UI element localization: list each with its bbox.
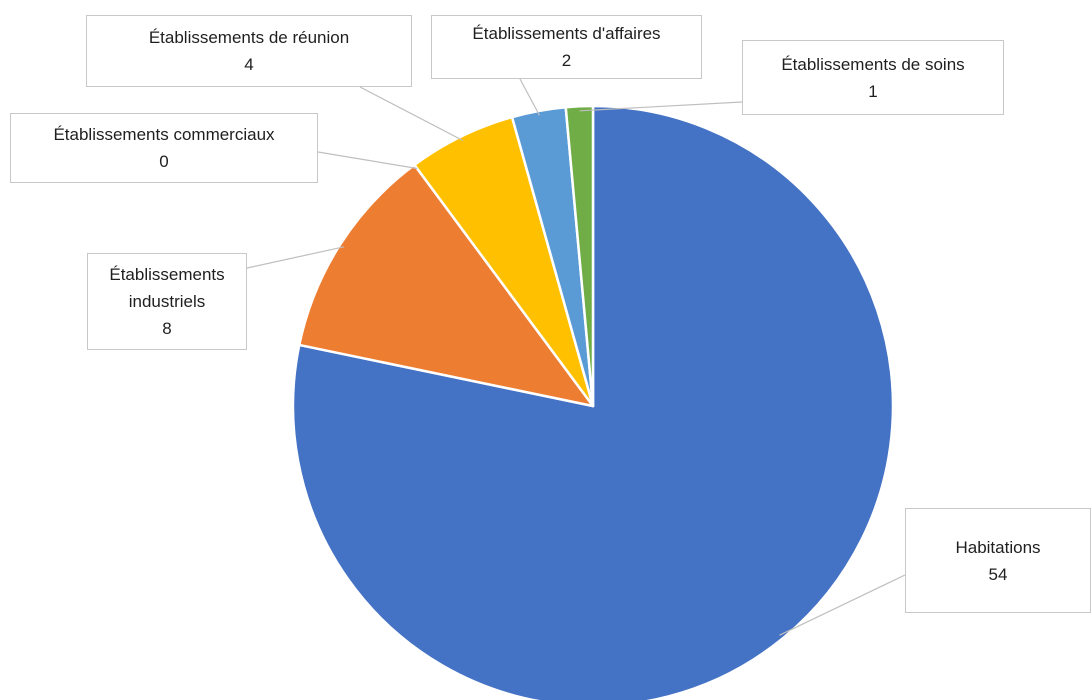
data-label-value: 54 [988, 564, 1008, 584]
data-label-category: Établissements commerciaux [53, 125, 275, 144]
data-label-category: Habitations [955, 537, 1041, 557]
pie-slice-etablissements-de-soins [564, 104, 595, 408]
data-label-category: Établissements de réunion [148, 28, 350, 47]
data-label-value: 1 [868, 81, 878, 101]
leader-line-etablissements-de-soins [579, 101, 743, 112]
data-label-category: Établissements d'affaires [472, 24, 661, 43]
data-label-value: 4 [244, 55, 254, 74]
data-label-etablissements-de-reunion: Établissements de réunion 4 [86, 15, 412, 87]
pie-slice-etablissements-industriels [298, 163, 595, 408]
data-label-etablissements-de-soins: Établissements de soins 1 [742, 40, 1004, 115]
data-label-habitations: Habitations 54 [905, 508, 1091, 613]
leader-lines [246, 78, 906, 636]
pie-slices [291, 104, 895, 700]
data-label-etablissements-commerciaux: Établissements commerciaux 0 [10, 113, 318, 183]
leader-line-etablissements-d-affaires [519, 78, 541, 116]
data-label-etablissements-d-affaires: Établissements d'affaires 2 [431, 15, 702, 79]
data-label-category: Établissements industriels [109, 265, 225, 311]
data-label-category: Établissements de soins [781, 54, 965, 74]
data-label-value: 0 [159, 152, 169, 171]
leader-line-habitations [779, 574, 906, 636]
data-label-value: 2 [561, 51, 572, 70]
leader-line-etablissements-de-reunion [359, 86, 464, 142]
leader-line-etablissements-commerciaux [317, 151, 418, 170]
data-label-etablissements-industriels: Établissements industriels 8 [87, 253, 247, 350]
data-label-value: 8 [162, 319, 172, 338]
leader-line-etablissements-industriels [246, 246, 345, 269]
